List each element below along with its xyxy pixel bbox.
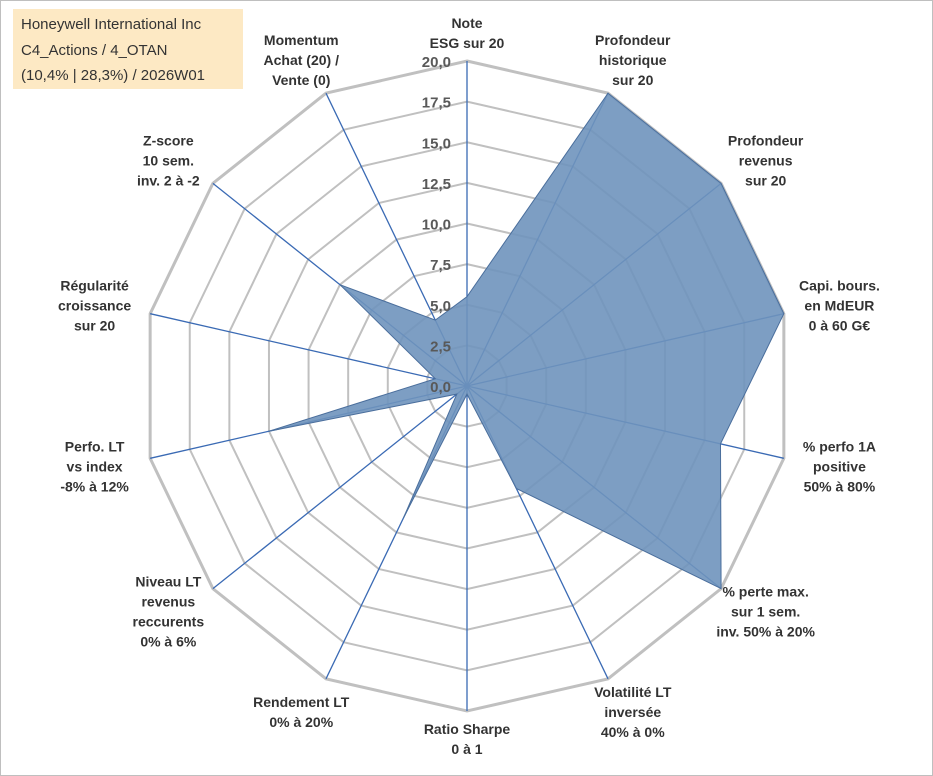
tick-label: 5,0 [430,298,451,315]
axis-label-line: sur 20 [74,317,115,333]
axis-label-line: sur 20 [612,72,653,88]
axis-label-line: Capi. bours. [799,277,880,293]
axis-label: Niveau LT revenus reccurents 0% à 6% [133,574,205,650]
chart-title-box: Honeywell International Inc C4_Actions /… [13,9,243,89]
axis-label-line: 0% à 20% [269,714,333,730]
axis-label-line: Niveau LT [135,574,201,590]
axis-label-line: reccurents [133,614,205,630]
axis-label: % perfo 1A positive 50% à 80% [803,439,876,495]
axis-label-line: Régularité [60,277,129,293]
tick-label: 7,5 [430,257,451,274]
chart-title-category: C4_Actions / 4_OTAN [21,42,168,59]
axis-label: Note ESG sur 20 [430,15,505,51]
axis-label-line: Momentum [264,32,339,48]
axis-label-line: inv. 50% à 20% [716,624,815,640]
axis-label-line: Volatilité LT [594,684,672,700]
tick-label: 12,5 [422,176,451,193]
axis-label-line: Rendement LT [253,694,350,710]
axis-label-line: inv. 2 à -2 [137,172,200,188]
axis-label: Capi. bours. en MdEUR 0 à 60 G€ [799,277,880,333]
axis-label-line: Achat (20) / [264,52,340,68]
axis-label-line: 0 à 60 G€ [809,317,871,333]
axis-spoke [212,385,468,590]
axis-label-line: Vente (0) [272,72,330,88]
axis-label-line: sur 20 [745,172,786,188]
axis-label: Rendement LT 0% à 20% [253,694,350,730]
axis-label: Profondeur revenus sur 20 [728,132,804,188]
axis-label: Profondeur historique sur 20 [595,32,671,88]
axis-label-line: Note [451,15,482,31]
axis-label: Momentum Achat (20) / Vente (0) [264,32,340,88]
axis-label-line: en MdEUR [804,297,874,313]
axis-label: Volatilité LT inversée 40% à 0% [594,684,672,740]
chart-title-company: Honeywell International Inc [21,16,202,33]
axis-label: Régularité croissance sur 20 [58,277,131,333]
tick-label: 20,0 [422,54,451,71]
axis-label-line: positive [813,459,866,475]
tick-label: 17,5 [422,95,451,112]
axis-label-line: revenus [141,594,195,610]
series-area [268,92,785,590]
tick-label: 0,0 [430,379,451,396]
tick-label: 2,5 [430,338,451,355]
chart-title-stats: (10,4% | 28,3%) / 2026W01 [21,67,205,84]
axis-label: % perte max. sur 1 sem. inv. 50% à 20% [716,584,815,640]
axis-label-line: historique [599,52,667,68]
axis-label-line: 0% à 6% [140,634,197,650]
axis-label-line: % perte max. [722,584,808,600]
axis-label-line: % perfo 1A [803,439,876,455]
tick-label: 15,0 [422,135,451,152]
axis-label-line: revenus [739,152,793,168]
axis-label-line: 0 à 1 [451,741,482,757]
tick-label-layer: 0,0 2,5 5,0 7,5 10,0 12,5 15,0 17,5 20,0 [422,54,451,396]
axis-label-line: Perfo. LT [65,439,125,455]
axis-label-line: Profondeur [595,32,671,48]
axis-label-line: inversée [604,704,661,720]
axis-label-line: vs index [67,459,123,475]
axis-label: Ratio Sharpe 0 à 1 [424,721,511,757]
axis-label-line: Profondeur [728,132,804,148]
axis-label-line: 40% à 0% [601,724,665,740]
axis-label-layer: Note ESG sur 20 Profondeur historique sur 20… [58,15,880,757]
axis-label: Z-score 10 sem. inv. 2 à -2 [137,132,200,188]
axis-label: Perfo. LT vs index -8% à 12% [60,439,129,495]
axis-spoke [150,313,468,387]
series-layer [268,92,785,590]
axis-label-line: sur 1 sem. [731,604,800,620]
axis-label-line: Z-score [143,132,194,148]
axis-label-line: 50% à 80% [804,479,876,495]
axis-label-line: -8% à 12% [60,479,129,495]
tick-label: 10,0 [422,217,451,234]
axis-label-line: croissance [58,297,131,313]
axis-label-line: 10 sem. [143,152,194,168]
axis-label-line: ESG sur 20 [430,35,505,51]
axis-label-line: Ratio Sharpe [424,721,511,737]
